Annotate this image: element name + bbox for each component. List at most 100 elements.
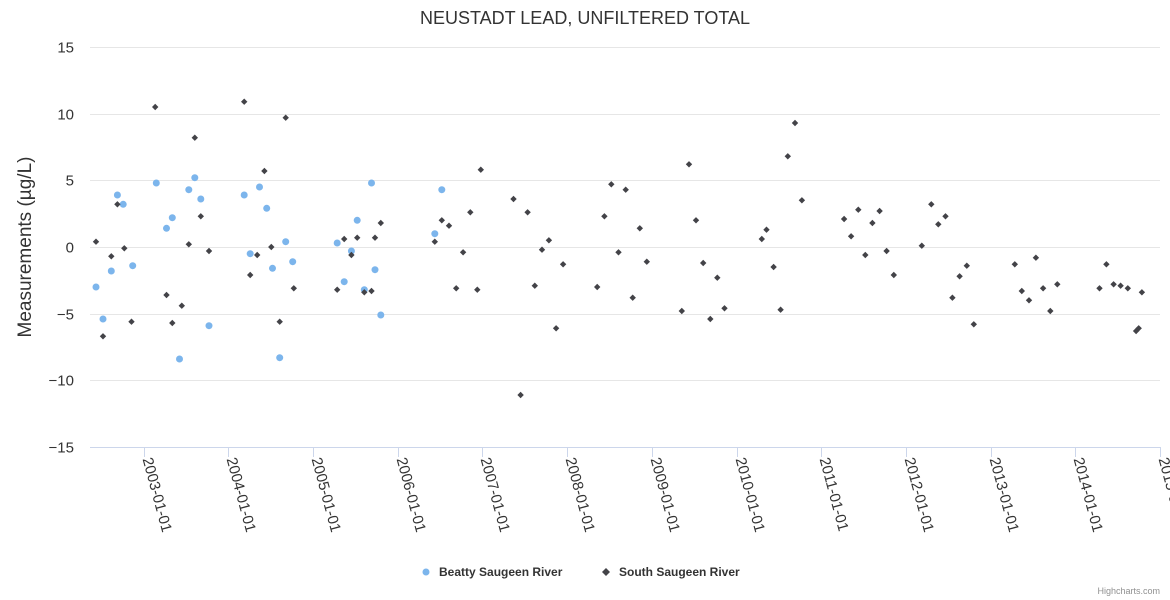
data-point[interactable] bbox=[348, 251, 355, 259]
data-point[interactable] bbox=[340, 278, 348, 286]
data-point[interactable] bbox=[1132, 327, 1140, 335]
data-point[interactable] bbox=[700, 259, 707, 267]
series-south-saugeen-river[interactable] bbox=[92, 98, 1146, 399]
data-point[interactable] bbox=[263, 204, 271, 212]
data-point[interactable] bbox=[524, 209, 531, 216]
data-point[interactable] bbox=[290, 285, 297, 292]
data-point[interactable] bbox=[784, 153, 791, 160]
data-point[interactable] bbox=[791, 119, 799, 127]
data-point[interactable] bbox=[942, 213, 949, 220]
data-point[interactable] bbox=[692, 217, 700, 224]
data-point[interactable] bbox=[615, 249, 622, 256]
data-point[interactable] bbox=[467, 209, 474, 216]
data-point[interactable] bbox=[1096, 285, 1103, 292]
data-point[interactable] bbox=[121, 245, 128, 252]
data-point[interactable] bbox=[261, 167, 268, 175]
data-point[interactable] bbox=[353, 216, 361, 224]
data-point[interactable] bbox=[869, 219, 876, 227]
legend-item-beatty[interactable]: Beatty Saugeen River bbox=[422, 565, 563, 579]
data-point[interactable] bbox=[707, 315, 714, 323]
data-point[interactable] bbox=[168, 214, 176, 222]
data-point[interactable] bbox=[240, 191, 248, 199]
data-point[interactable] bbox=[268, 243, 275, 251]
data-point[interactable] bbox=[368, 179, 375, 187]
data-point[interactable] bbox=[276, 354, 284, 362]
data-point[interactable] bbox=[459, 249, 467, 256]
data-point[interactable] bbox=[108, 253, 115, 260]
credits-link[interactable]: Highcharts.com bbox=[1097, 586, 1160, 596]
data-point[interactable] bbox=[538, 246, 546, 253]
data-point[interactable] bbox=[1032, 254, 1040, 261]
data-point[interactable] bbox=[963, 262, 970, 269]
data-point[interactable] bbox=[1025, 297, 1033, 304]
data-point[interactable] bbox=[949, 294, 956, 301]
data-point[interactable] bbox=[1054, 281, 1061, 288]
data-point[interactable] bbox=[601, 213, 608, 220]
data-point[interactable] bbox=[1138, 289, 1146, 296]
data-point[interactable] bbox=[114, 201, 121, 208]
data-point[interactable] bbox=[289, 258, 297, 266]
data-point[interactable] bbox=[445, 222, 453, 229]
data-point[interactable] bbox=[92, 283, 100, 291]
data-point[interactable] bbox=[152, 179, 160, 187]
data-point[interactable] bbox=[928, 201, 935, 208]
data-point[interactable] bbox=[883, 247, 890, 255]
data-point[interactable] bbox=[608, 181, 615, 188]
data-point[interactable] bbox=[256, 183, 263, 191]
data-point[interactable] bbox=[368, 287, 375, 295]
data-point[interactable] bbox=[205, 322, 213, 330]
data-point[interactable] bbox=[531, 282, 538, 289]
data-point[interactable] bbox=[714, 274, 721, 281]
series-beatty-saugeen-river[interactable] bbox=[92, 174, 446, 363]
data-point[interactable] bbox=[1124, 285, 1131, 292]
data-point[interactable] bbox=[185, 186, 193, 194]
data-point[interactable] bbox=[191, 174, 199, 182]
data-point[interactable] bbox=[474, 286, 481, 293]
data-point[interactable] bbox=[840, 215, 848, 223]
data-point[interactable] bbox=[276, 318, 283, 325]
data-point[interactable] bbox=[453, 285, 460, 292]
data-point[interactable] bbox=[371, 234, 379, 241]
data-point[interactable] bbox=[205, 247, 213, 255]
data-point[interactable] bbox=[678, 307, 685, 315]
data-point[interactable] bbox=[119, 200, 127, 208]
data-point[interactable] bbox=[191, 134, 198, 141]
data-point[interactable] bbox=[559, 261, 567, 268]
data-point[interactable] bbox=[377, 219, 384, 227]
data-point[interactable] bbox=[354, 234, 361, 241]
data-point[interactable] bbox=[862, 251, 869, 259]
data-point[interactable] bbox=[770, 263, 777, 271]
data-point[interactable] bbox=[545, 237, 553, 244]
data-point[interactable] bbox=[1117, 282, 1124, 289]
data-point[interactable] bbox=[99, 333, 107, 340]
data-point[interactable] bbox=[197, 213, 204, 220]
data-point[interactable] bbox=[169, 319, 176, 327]
data-point[interactable] bbox=[178, 302, 185, 309]
data-point[interactable] bbox=[1011, 261, 1018, 268]
data-point[interactable] bbox=[876, 207, 883, 215]
data-point[interactable] bbox=[361, 289, 368, 296]
data-point[interactable] bbox=[622, 186, 629, 193]
data-point[interactable] bbox=[510, 195, 517, 203]
data-point[interactable] bbox=[798, 197, 806, 204]
data-point[interactable] bbox=[341, 235, 348, 243]
data-point[interactable] bbox=[1039, 285, 1047, 292]
data-point[interactable] bbox=[334, 286, 341, 293]
data-point[interactable] bbox=[517, 391, 524, 399]
data-point[interactable] bbox=[241, 98, 248, 105]
data-point[interactable] bbox=[758, 235, 765, 243]
data-point[interactable] bbox=[1047, 307, 1054, 315]
data-point[interactable] bbox=[552, 325, 560, 332]
data-point[interactable] bbox=[431, 238, 438, 245]
legend-item-south[interactable]: South Saugeen River bbox=[602, 565, 740, 579]
data-point[interactable] bbox=[185, 241, 192, 248]
data-point[interactable] bbox=[152, 103, 159, 111]
data-point[interactable] bbox=[890, 271, 897, 279]
data-point[interactable] bbox=[197, 195, 205, 203]
data-point[interactable] bbox=[855, 206, 862, 213]
data-point[interactable] bbox=[269, 264, 276, 272]
data-point[interactable] bbox=[636, 225, 643, 232]
data-point[interactable] bbox=[1110, 281, 1117, 288]
data-point[interactable] bbox=[1018, 287, 1025, 295]
data-point[interactable] bbox=[377, 311, 385, 319]
